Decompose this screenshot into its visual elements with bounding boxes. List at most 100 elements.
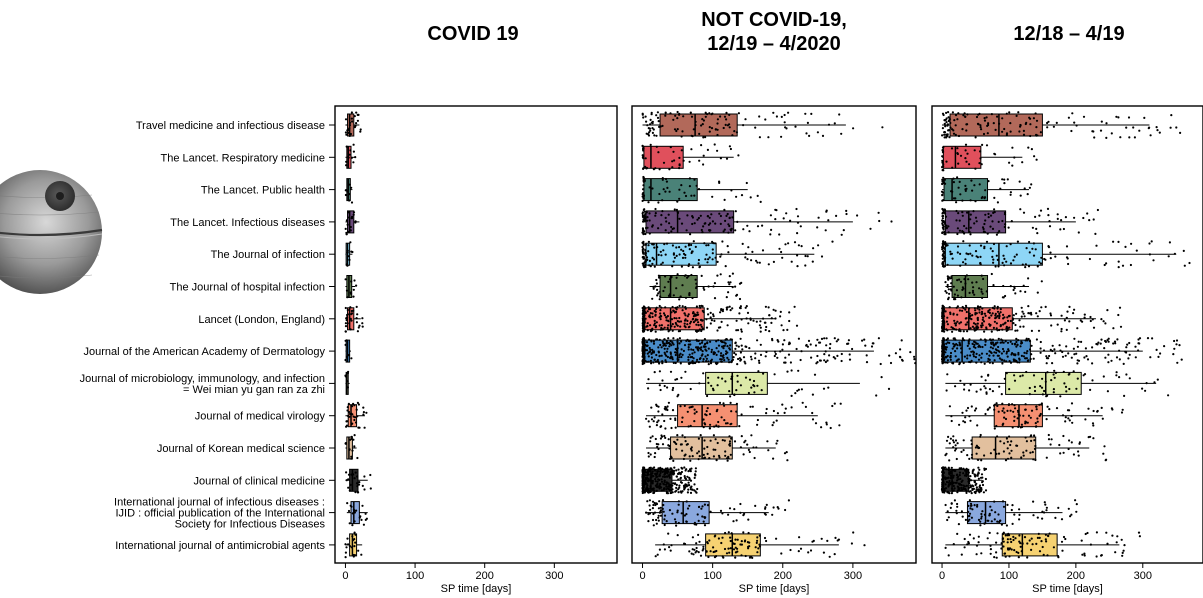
data-point [1019, 375, 1022, 378]
data-point [659, 437, 663, 440]
data-point [966, 123, 969, 126]
data-point [705, 326, 709, 329]
data-point [983, 362, 986, 365]
data-point [941, 304, 944, 307]
data-point [737, 112, 741, 115]
data-point [678, 298, 681, 301]
data-point [964, 157, 967, 160]
data-point [1022, 129, 1025, 132]
data-point [964, 262, 967, 265]
data-point [663, 314, 667, 317]
data-point [961, 211, 964, 214]
data-point [942, 169, 945, 172]
data-point [958, 309, 962, 312]
data-point [840, 359, 843, 363]
data-point [820, 255, 824, 258]
data-point [344, 358, 347, 362]
data-point [1036, 417, 1039, 420]
data-point [680, 355, 683, 359]
data-point [674, 418, 677, 422]
data-point [783, 339, 786, 342]
data-point [794, 392, 797, 395]
data-point [673, 317, 676, 320]
data-point [1006, 457, 1010, 460]
data-point [1017, 339, 1020, 342]
data-point [744, 256, 747, 259]
data-point [727, 547, 730, 550]
data-point [674, 306, 677, 309]
data-point [715, 424, 718, 427]
box-5 [345, 241, 354, 267]
data-point [1040, 256, 1043, 259]
data-point [840, 132, 843, 135]
data-point [966, 152, 969, 155]
data-point [780, 135, 783, 138]
data-point [952, 312, 955, 315]
data-point [941, 134, 944, 137]
data-point [809, 549, 813, 552]
data-point [1001, 219, 1004, 223]
data-point [1031, 451, 1034, 454]
data-point [996, 435, 999, 438]
data-point [1006, 440, 1009, 443]
data-point [988, 406, 991, 409]
data-point [1021, 310, 1024, 313]
data-point [709, 510, 712, 513]
data-point [1080, 539, 1083, 542]
data-point [997, 265, 1000, 268]
data-point [649, 453, 652, 456]
journal-label: The Lancet. Infectious diseases [170, 217, 325, 229]
data-point [977, 358, 981, 361]
data-point [695, 546, 698, 550]
data-point [642, 116, 645, 119]
data-point [704, 258, 707, 261]
data-point [795, 324, 799, 327]
data-point [738, 312, 741, 315]
data-point [977, 113, 980, 116]
data-point [711, 252, 714, 255]
data-point [945, 226, 948, 229]
data-point [654, 360, 658, 363]
data-point [731, 358, 735, 361]
data-point [668, 509, 672, 512]
data-point [687, 470, 690, 473]
data-point [644, 249, 647, 252]
data-point [956, 313, 959, 316]
data-point [715, 347, 718, 350]
data-point [951, 111, 955, 114]
data-point [359, 515, 362, 518]
data-point [724, 380, 727, 383]
data-point [942, 214, 945, 218]
data-point [981, 292, 984, 295]
data-point [1056, 323, 1059, 326]
data-point [1045, 418, 1048, 421]
data-point [717, 454, 721, 457]
data-point [671, 488, 674, 491]
data-point [740, 328, 743, 331]
data-point [771, 339, 774, 342]
data-point [1138, 129, 1141, 132]
data-point [349, 504, 352, 507]
data-point [952, 441, 956, 444]
data-point [1118, 358, 1121, 361]
data-point [794, 125, 797, 128]
data-point [680, 348, 683, 351]
data-point [742, 228, 745, 231]
data-point [661, 210, 664, 213]
data-point [655, 474, 658, 477]
data-point [729, 536, 732, 539]
data-point [976, 256, 980, 259]
data-point [716, 329, 719, 332]
data-point [692, 321, 696, 324]
data-point [941, 199, 944, 202]
data-point [887, 387, 891, 390]
data-point [641, 313, 645, 316]
data-point [1046, 405, 1049, 408]
data-point [361, 325, 364, 328]
data-point [1032, 357, 1035, 360]
data-point [781, 256, 784, 259]
data-point [945, 244, 948, 247]
data-point [716, 274, 719, 277]
data-point [1003, 127, 1006, 131]
